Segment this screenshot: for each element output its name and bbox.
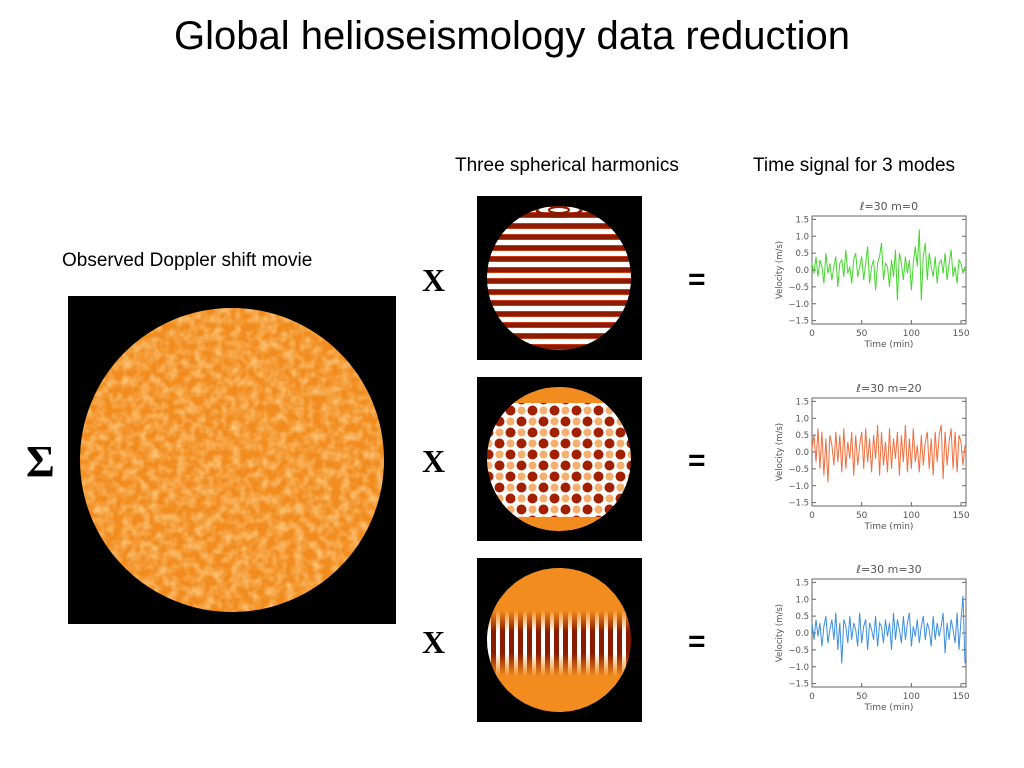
- y-tick-label: 1.5: [795, 397, 809, 407]
- equals-symbol-2: =: [688, 444, 706, 477]
- y-tick-label: −1.5: [788, 317, 809, 327]
- series-line: [811, 229, 966, 301]
- series-line: [811, 595, 966, 664]
- chart-title: ℓ=30 m=20: [855, 382, 921, 395]
- x-tick-label: 0: [809, 692, 815, 702]
- y-tick-label: 0.0: [795, 629, 809, 639]
- chart-title: ℓ=30 m=30: [855, 563, 921, 576]
- y-tick-label: −0.5: [788, 646, 809, 656]
- doppler-movie-label: Observed Doppler shift movie: [62, 250, 313, 271]
- y-tick-label: −1.0: [788, 663, 809, 673]
- x-tick-label: 0: [809, 329, 815, 339]
- y-tick-label: −1.5: [788, 680, 809, 690]
- y-tick-label: 0.0: [795, 266, 809, 276]
- y-tick-label: −1.5: [788, 499, 809, 509]
- time-signal-chart-m0: ℓ=30 m=0 1.5 1.0 0.5 0.0 −0.5 −1.0 −1.50 50 100 15…: [775, 200, 970, 350]
- y-tick-label: −1.0: [788, 300, 809, 310]
- y-axis-label: Velocity (m/s): [775, 604, 785, 662]
- x-axis-label: Time (min): [864, 340, 914, 350]
- equals-symbol-3: =: [688, 625, 706, 658]
- y-tick-label: 0.5: [795, 249, 809, 259]
- y-tick-label: 1.0: [795, 232, 809, 242]
- time-signal-chart-m20: ℓ=30 m=20 1.5 1.0 0.5 0.0 −0.5 −1.0 −1.50 50 100 1…: [775, 382, 970, 532]
- chart-title: ℓ=30 m=0: [859, 200, 918, 213]
- y-tick-label: −0.5: [788, 465, 809, 475]
- sum-symbol: Σ: [26, 437, 55, 486]
- y-tick-label: 0.0: [795, 448, 809, 458]
- signals-column-header: Time signal for 3 modes: [753, 155, 956, 176]
- y-axis-label: Velocity (m/s): [775, 241, 785, 299]
- y-tick-label: 1.0: [795, 595, 809, 605]
- time-signal-chart-m30: ℓ=30 m=30 1.5 1.0 0.5 0.0 −0.5 −1.0 −1.50 50 100 1…: [775, 563, 970, 713]
- x-axis-label: Time (min): [864, 522, 914, 532]
- x-tick-label: 100: [903, 329, 920, 339]
- x-tick-label: 50: [856, 692, 868, 702]
- y-tick-label: 0.5: [795, 431, 809, 441]
- harmonic-image-m0: [477, 196, 642, 360]
- series-line: [811, 424, 966, 483]
- times-symbol-1: X: [422, 262, 446, 298]
- times-symbol-2: X: [422, 443, 446, 479]
- plot-frame: [811, 578, 967, 688]
- times-symbol-3: X: [422, 624, 446, 660]
- x-tick-label: 0: [809, 511, 815, 521]
- x-tick-label: 150: [952, 692, 969, 702]
- y-tick-label: −1.0: [788, 482, 809, 492]
- harmonic-image-m20: [477, 377, 642, 541]
- harmonics-column-header: Three spherical harmonics: [455, 155, 679, 176]
- y-tick-label: −0.5: [788, 283, 809, 293]
- y-axis-label: Velocity (m/s): [775, 423, 785, 481]
- y-tick-label: 1.5: [795, 578, 809, 588]
- harmonic-image-m30: [477, 558, 642, 722]
- y-tick-label: 1.0: [795, 414, 809, 424]
- x-axis-label: Time (min): [864, 703, 914, 713]
- x-tick-label: 50: [856, 511, 868, 521]
- x-tick-label: 50: [856, 329, 868, 339]
- x-tick-label: 100: [903, 692, 920, 702]
- x-tick-label: 150: [952, 329, 969, 339]
- doppler-sun-image: [68, 296, 396, 624]
- y-tick-label: 0.5: [795, 612, 809, 622]
- equals-symbol-1: =: [688, 263, 706, 296]
- x-tick-label: 100: [903, 511, 920, 521]
- x-tick-label: 150: [952, 511, 969, 521]
- slide-title: Global helioseismology data reduction: [174, 14, 850, 58]
- y-tick-label: 1.5: [795, 215, 809, 225]
